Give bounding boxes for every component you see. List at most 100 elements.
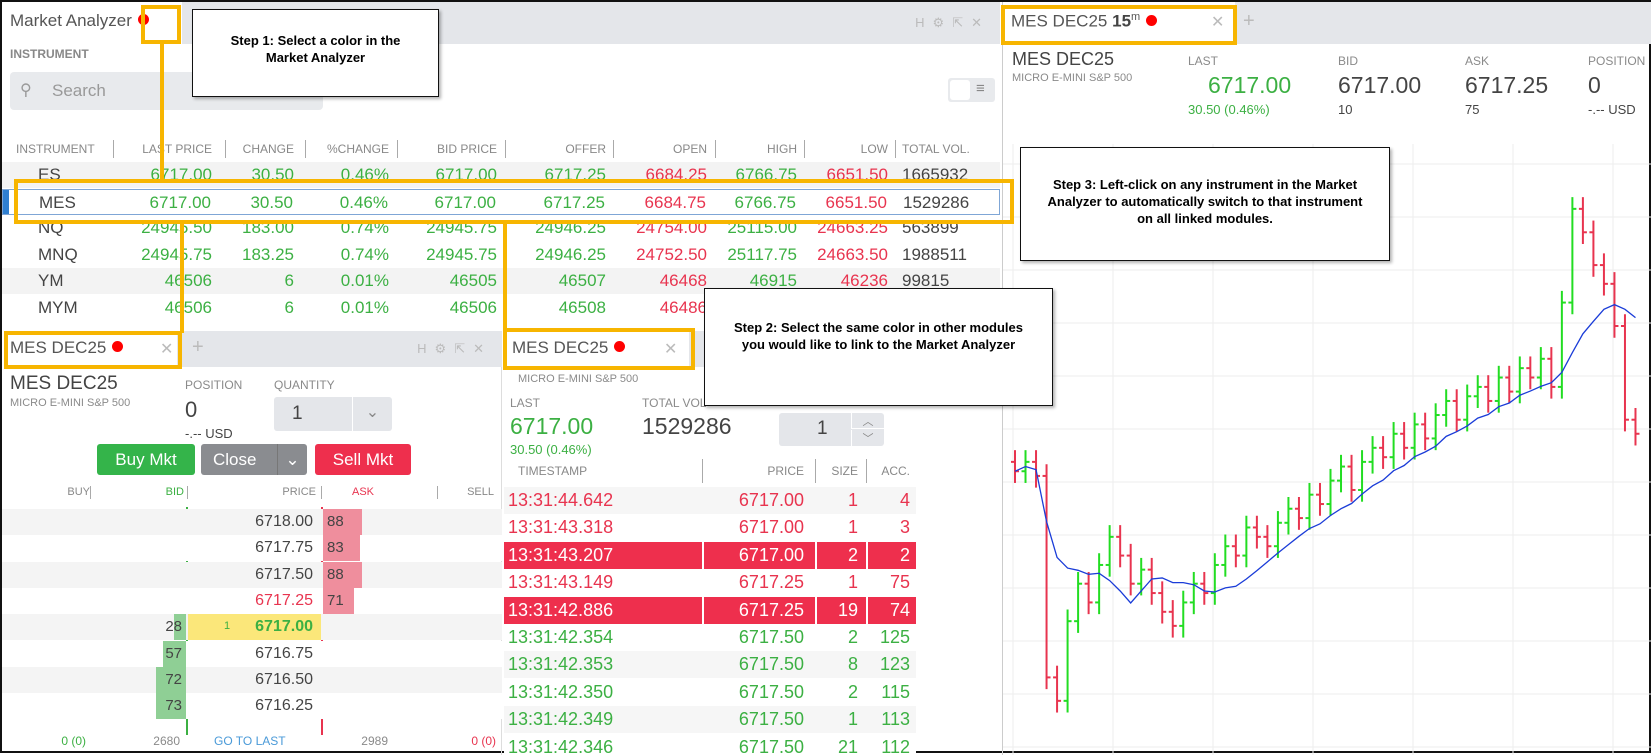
instrument-row[interactable]: NQ 24945.50 183.00 0.74% 24945.75 24946.25 247… xyxy=(2,215,1000,241)
close-button[interactable]: Close ⌄ xyxy=(201,444,307,475)
view-toggle[interactable]: ≡ xyxy=(948,78,995,102)
column-divider[interactable] xyxy=(225,140,226,158)
trade-row[interactable]: 13:31:44.642 6717.00 1 4 xyxy=(504,487,916,514)
quantity-select[interactable]: 1 ⌄ xyxy=(274,397,392,431)
column-divider[interactable] xyxy=(613,140,614,158)
chevron-down-icon[interactable]: ⌄ xyxy=(277,444,307,475)
close-icon[interactable]: ✕ xyxy=(971,15,990,30)
bid-size[interactable]: 73 xyxy=(165,697,182,715)
instrument-row[interactable]: MES 6717.00 30.50 0.46% 6717.00 6717.25 6684.7… xyxy=(2,188,1000,215)
ts-tab[interactable]: MES DEC25 ✕ xyxy=(504,331,689,367)
gear-icon[interactable]: ⚙ xyxy=(932,15,953,30)
column-header[interactable]: LAST PRICE xyxy=(142,142,212,156)
ask-size[interactable]: 88 xyxy=(327,565,344,583)
column-divider xyxy=(90,486,91,499)
ladder-row[interactable]: 73 6716.25 xyxy=(2,693,502,720)
ladder-row[interactable]: 72 6716.50 xyxy=(2,666,502,693)
last-label: LAST xyxy=(510,396,541,410)
trade-row[interactable]: 13:31:42.354 6717.50 2 125 xyxy=(504,624,916,651)
column-header[interactable]: LOW xyxy=(860,142,888,156)
volume-label: TOTAL VOL xyxy=(642,396,707,410)
trade-row[interactable]: 13:31:43.149 6717.25 1 75 xyxy=(504,569,916,597)
ladder-row[interactable]: 57 6716.75 xyxy=(2,640,502,667)
cell--change: 0.01% xyxy=(340,271,389,290)
column-divider[interactable] xyxy=(505,140,506,158)
add-tab-icon[interactable]: + xyxy=(192,336,204,358)
column-header[interactable]: %CHANGE xyxy=(326,142,389,156)
trade-row[interactable]: 13:31:43.318 6717.00 1 3 xyxy=(504,514,916,542)
connector-line xyxy=(160,44,164,179)
close-tab-icon[interactable]: ✕ xyxy=(664,341,678,358)
ask-size[interactable]: 88 xyxy=(327,513,344,530)
add-tab-icon[interactable]: + xyxy=(1243,10,1255,32)
ladder-price[interactable]: 6716.50 xyxy=(255,670,313,688)
header-icon[interactable]: H xyxy=(417,341,435,356)
column-header[interactable]: HIGH xyxy=(767,142,797,156)
ladder-row[interactable]: 71 6717.25 xyxy=(2,587,502,614)
sell-market-button[interactable]: Sell Mkt xyxy=(315,444,411,475)
quantity-stepper[interactable]: 1 ︿ ﹀ xyxy=(779,413,884,446)
ask-size[interactable]: 71 xyxy=(327,591,344,609)
column-header[interactable]: CHANGE xyxy=(242,142,294,156)
column-divider[interactable] xyxy=(804,140,805,158)
footer-go-to_last[interactable]: GO TO LAST xyxy=(214,734,286,748)
column-header[interactable]: BID PRICE xyxy=(436,142,497,156)
bid-size[interactable]: 72 xyxy=(165,670,182,688)
column-divider[interactable] xyxy=(715,140,716,158)
market-analyzer-title: Market Analyzer xyxy=(10,11,132,30)
close-icon[interactable]: ✕ xyxy=(473,341,492,356)
trade-row[interactable]: 13:31:42.886 6717.25 19 74 xyxy=(504,596,916,624)
ladder-price[interactable]: 6717.50 xyxy=(255,565,313,583)
ladder-price[interactable]: 6716.75 xyxy=(255,644,313,662)
column-divider[interactable] xyxy=(895,140,896,158)
ladder-price[interactable]: 6717.75 xyxy=(255,539,313,557)
chevron-down-icon[interactable]: ﹀ xyxy=(851,430,884,446)
ladder-price[interactable]: 6718.00 xyxy=(255,513,313,530)
column-divider[interactable] xyxy=(305,140,306,158)
step2-callout: Step 2: Select the same color in other m… xyxy=(704,288,1053,406)
trade-row[interactable]: 13:31:42.350 6717.50 2 115 xyxy=(504,678,916,706)
popout-icon[interactable]: ⇱ xyxy=(952,15,972,30)
order-tab[interactable]: MES DEC25 ✕ xyxy=(2,331,177,367)
bid-size[interactable]: 28 xyxy=(165,618,182,636)
column-header[interactable]: TOTAL VOL. xyxy=(902,142,970,156)
buy-market-button[interactable]: Buy Mkt xyxy=(97,444,195,475)
column-divider[interactable] xyxy=(397,140,398,158)
column-divider[interactable] xyxy=(113,140,114,158)
cell-open: 24752.50 xyxy=(636,244,707,264)
column-header[interactable]: OFFER xyxy=(565,142,606,156)
trade-row[interactable]: 13:31:42.349 6717.50 1 113 xyxy=(504,706,916,734)
link-color-dot[interactable] xyxy=(1146,14,1158,26)
popout-icon[interactable]: ⇱ xyxy=(454,341,474,356)
trade-row[interactable]: 13:31:43.207 6717.00 2 2 xyxy=(504,541,916,569)
ladder-price[interactable]: 6716.25 xyxy=(255,697,313,715)
close-tab-icon[interactable]: ✕ xyxy=(1211,14,1225,31)
link-color-dot[interactable] xyxy=(112,341,124,352)
bid-size[interactable]: 57 xyxy=(165,644,182,662)
instrument-row[interactable]: MNQ 24945.75 183.25 0.74% 24945.75 24946.25 24… xyxy=(2,241,1000,268)
ladder-row[interactable]: 88 6717.50 xyxy=(2,561,502,588)
ladder-price[interactable]: 6717.00 xyxy=(255,618,313,636)
header-icon[interactable]: H xyxy=(915,15,933,30)
ask-size[interactable]: 83 xyxy=(327,539,344,557)
link-color-dot[interactable] xyxy=(137,14,149,25)
chart-tab[interactable]: MES DEC25 15m ✕ xyxy=(1003,2,1235,44)
ladder-row[interactable]: 28 1 6717.00 xyxy=(2,614,502,641)
column-header[interactable]: INSTRUMENT xyxy=(16,142,95,156)
trade-row[interactable]: 13:31:42.346 6717.50 21 112 xyxy=(504,733,916,755)
instrument-row[interactable]: ES 6717.00 30.50 0.46% 6717.00 6717.25 6684.25… xyxy=(2,162,1000,188)
instrument-row[interactable]: YM 46506 6 0.01% 46505 46507 46468 46915 46236 99… xyxy=(2,268,1000,294)
market-analyzer-tab[interactable]: Market Analyzer xyxy=(2,2,182,44)
ladder-row[interactable]: 83 6717.75 xyxy=(2,535,502,562)
interval[interactable]: 15 xyxy=(1112,11,1132,31)
trade-row[interactable]: 13:31:42.353 6717.50 8 123 xyxy=(504,651,916,679)
cell-total-vol-: 99815 xyxy=(902,271,950,290)
chevron-up-icon[interactable]: ︿ xyxy=(851,413,884,429)
cell-last-price: 6717.00 xyxy=(149,192,211,212)
ladder-price[interactable]: 6717.25 xyxy=(255,591,313,609)
ladder-row[interactable]: 88 6718.00 xyxy=(2,509,502,535)
link-color-dot[interactable] xyxy=(614,341,626,352)
column-header[interactable]: OPEN xyxy=(672,142,707,156)
close-tab-icon[interactable]: ✕ xyxy=(160,341,174,358)
gear-icon[interactable]: ⚙ xyxy=(434,341,455,356)
